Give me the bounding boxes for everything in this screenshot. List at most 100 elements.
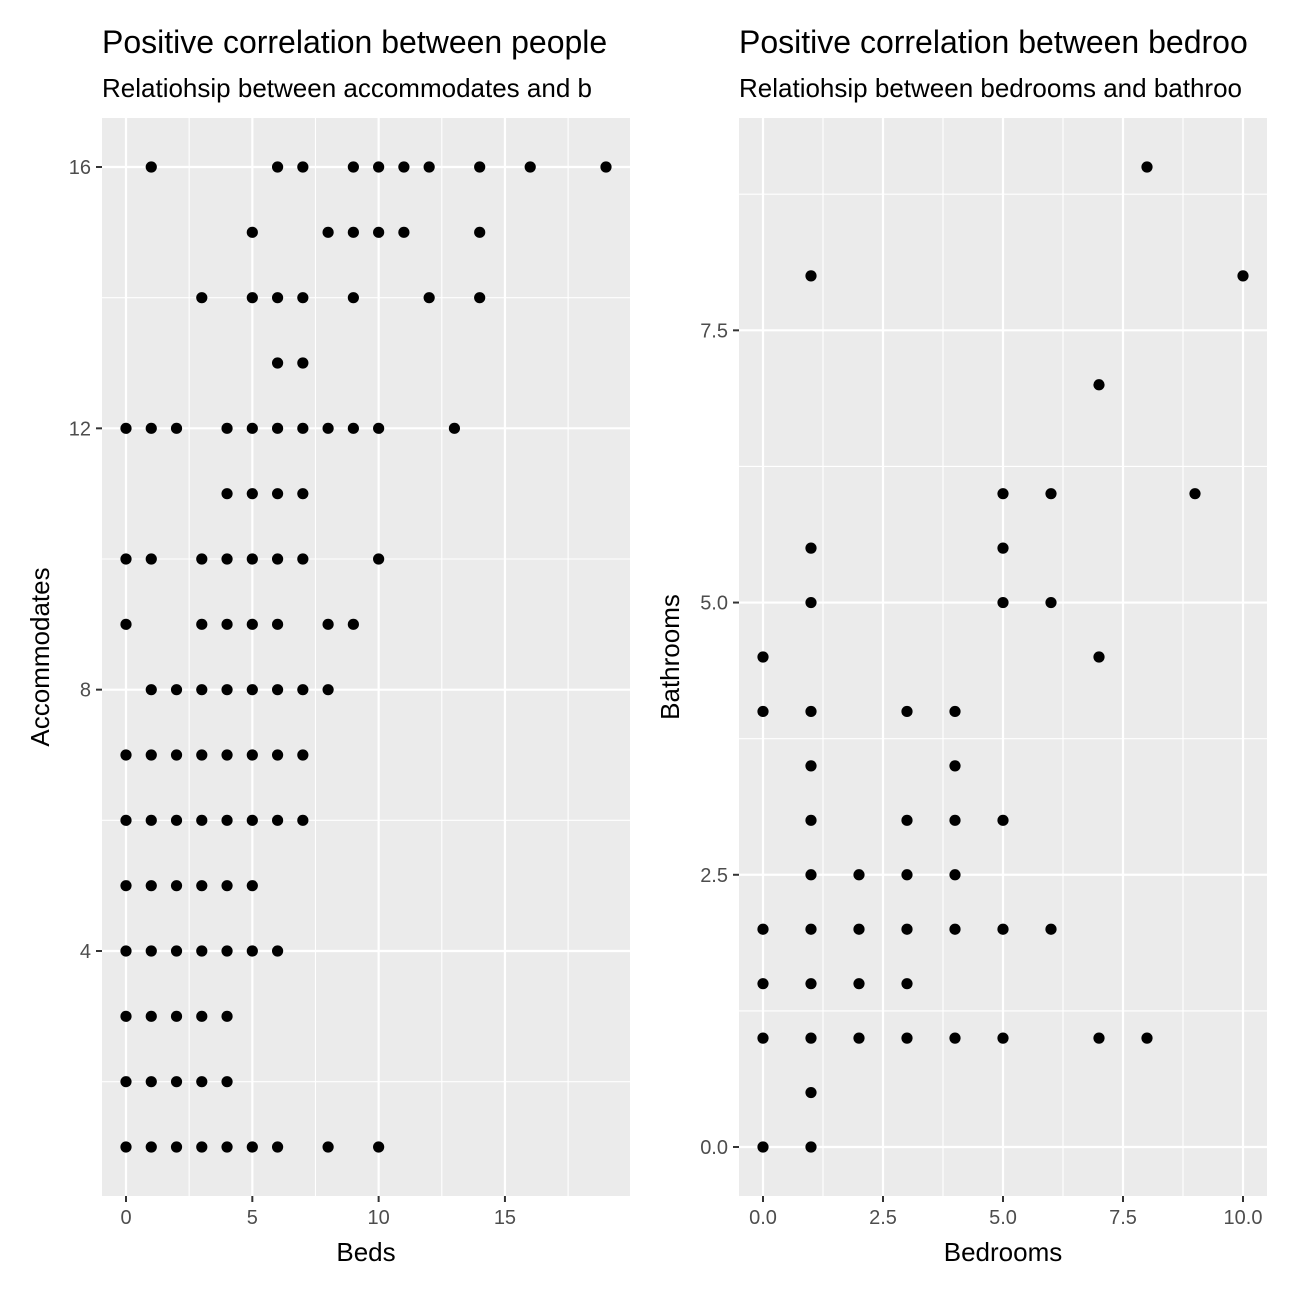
- data-point: [347, 292, 359, 304]
- data-point: [196, 553, 208, 565]
- data-point: [757, 651, 769, 663]
- data-point: [901, 923, 913, 935]
- data-point: [297, 161, 309, 173]
- data-point: [1045, 488, 1057, 500]
- data-point: [297, 422, 309, 434]
- data-point: [448, 422, 461, 434]
- data-point: [423, 161, 435, 173]
- data-point: [271, 553, 284, 565]
- data-point: [949, 923, 961, 935]
- data-point: [246, 553, 258, 565]
- data-point: [901, 978, 913, 990]
- data-point: [373, 422, 385, 434]
- data-point: [398, 161, 410, 173]
- data-point: [853, 923, 865, 935]
- y-tick-label: 7.5: [700, 320, 728, 342]
- bathrooms-bedrooms-panel: Positive correlation between bedroo Rela…: [650, 0, 1296, 1296]
- data-point: [246, 684, 258, 696]
- data-point: [322, 684, 334, 696]
- data-point: [524, 161, 536, 173]
- data-point: [221, 945, 233, 957]
- chart-subtitle: Relatiohsip between bedrooms and bathroo: [739, 73, 1243, 103]
- data-point: [196, 292, 208, 304]
- data-point: [474, 226, 486, 238]
- data-point: [170, 1076, 183, 1088]
- data-point: [901, 814, 913, 826]
- data-point: [196, 814, 208, 826]
- data-point: [271, 814, 284, 826]
- data-point: [246, 226, 258, 238]
- data-point: [196, 749, 208, 761]
- data-point: [901, 1032, 913, 1044]
- data-point: [246, 422, 258, 434]
- data-point: [949, 1032, 961, 1044]
- chart-title: Positive correlation between bedroo: [739, 24, 1248, 60]
- data-point: [373, 161, 385, 173]
- y-tick-label: 0.0: [700, 1137, 728, 1159]
- data-point: [145, 161, 157, 173]
- data-point: [145, 880, 157, 892]
- data-point: [246, 945, 258, 957]
- data-point: [322, 618, 334, 630]
- data-point: [805, 542, 817, 554]
- data-point: [145, 945, 157, 957]
- data-point: [997, 923, 1009, 935]
- data-point: [997, 1032, 1009, 1044]
- data-point: [805, 1032, 817, 1044]
- data-point: [949, 814, 961, 826]
- data-point: [170, 684, 183, 696]
- data-point: [271, 684, 284, 696]
- data-point: [246, 618, 258, 630]
- data-point: [1045, 596, 1057, 609]
- data-point: [170, 749, 183, 761]
- data-point: [221, 553, 233, 565]
- data-point: [1237, 270, 1249, 282]
- data-point: [805, 1141, 817, 1153]
- data-point: [271, 292, 284, 304]
- data-point: [757, 1141, 769, 1153]
- data-point: [120, 618, 132, 630]
- data-point: [949, 705, 961, 718]
- data-point: [271, 161, 284, 173]
- data-point: [120, 1010, 132, 1022]
- data-point: [297, 553, 309, 565]
- data-point: [997, 814, 1009, 826]
- data-point: [901, 705, 913, 718]
- data-point: [221, 422, 233, 434]
- data-point: [170, 814, 183, 826]
- y-tick-label: 4: [80, 941, 91, 963]
- data-point: [196, 1141, 208, 1153]
- data-point: [170, 880, 183, 892]
- data-point: [246, 749, 258, 761]
- data-point: [246, 814, 258, 826]
- data-point: [271, 357, 284, 369]
- data-point: [949, 869, 961, 881]
- data-point: [297, 488, 309, 500]
- data-point: [120, 880, 132, 892]
- chart-title: Positive correlation between people: [102, 24, 608, 60]
- data-point: [474, 292, 486, 304]
- data-point: [246, 1141, 258, 1153]
- data-point: [805, 923, 817, 935]
- data-point: [246, 488, 258, 500]
- data-point: [757, 978, 769, 990]
- data-point: [297, 292, 309, 304]
- data-point: [196, 684, 208, 696]
- y-tick-label: 2.5: [700, 865, 728, 887]
- data-point: [997, 596, 1009, 609]
- y-tick-label: 5.0: [700, 593, 728, 615]
- data-point: [347, 422, 359, 434]
- data-point: [271, 618, 284, 630]
- data-points: [120, 161, 612, 1153]
- data-point: [170, 1141, 183, 1153]
- data-point: [196, 880, 208, 892]
- data-point: [120, 422, 132, 434]
- data-point: [1093, 651, 1105, 663]
- data-point: [271, 945, 284, 957]
- plot-background: [102, 118, 630, 1196]
- data-point: [221, 880, 233, 892]
- data-point: [805, 978, 817, 990]
- grid-lines: [102, 118, 630, 1196]
- data-point: [347, 618, 359, 630]
- data-point: [221, 1141, 233, 1153]
